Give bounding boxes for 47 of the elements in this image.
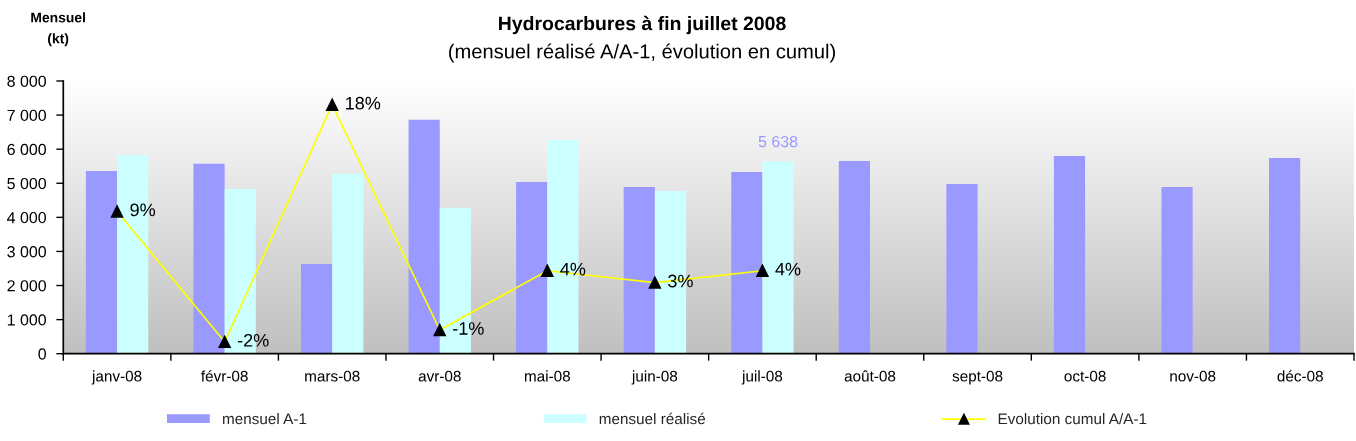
bar: [1053, 155, 1086, 354]
chart-subtitle: (mensuel réalisé A/A-1, évolution en cumul): [449, 43, 835, 63]
x-tick-label: août-08: [844, 370, 896, 382]
x-tick-label: juin-08: [631, 370, 678, 385]
bar: [408, 119, 440, 354]
y-tick-label: 6 000: [7, 143, 47, 156]
legend-label: mensuel A-1: [223, 413, 307, 425]
bar: [332, 173, 364, 354]
bar: [946, 183, 978, 354]
bar: [516, 181, 548, 354]
x-tick-label: sept-08: [952, 370, 1003, 385]
data-label: -1%: [453, 322, 484, 335]
bar: [838, 161, 870, 354]
data-label: 4%: [560, 262, 586, 276]
legend-label: Evolution cumul A/A-1: [998, 413, 1147, 425]
bar: [301, 264, 333, 354]
chart-title: Hydrocarbures à fin juillet 2008: [499, 15, 786, 35]
bar: [623, 187, 655, 354]
x-tick-label: mars-08: [305, 370, 360, 382]
data-label: 4%: [775, 262, 801, 276]
data-label: -2%: [237, 333, 269, 347]
x-tick-label: juil-08: [741, 370, 783, 385]
x-tick-label: févr-08: [201, 370, 248, 382]
bar: [85, 170, 118, 354]
y-tick-label: 3 000: [7, 246, 47, 258]
y-axis-title: Mensuel (kt): [31, 12, 85, 47]
y-tick-label: 2 000: [7, 280, 47, 292]
y-tick-label: 1 000: [7, 314, 47, 326]
data-label: 5 638: [758, 135, 798, 148]
data-label: 9%: [130, 203, 156, 217]
x-tick-label: déc-08: [1277, 370, 1323, 382]
x-tick-label: oct-08: [1064, 370, 1106, 382]
x-tick-label: nov-08: [1170, 370, 1216, 382]
y-tick-label: 5 000: [7, 177, 47, 190]
bar: [731, 172, 763, 354]
x-tick-label: avr-08: [418, 370, 461, 382]
y-tick-label: 8 000: [7, 75, 47, 87]
y-tick-label: 0: [38, 348, 47, 360]
data-label: 18%: [346, 96, 381, 110]
bar: [1269, 158, 1301, 354]
x-tick-label: mai-08: [524, 370, 570, 382]
y-tick-label: 4 000: [7, 211, 47, 224]
y-tick-label: 7 000: [7, 109, 47, 122]
bar: [1161, 187, 1193, 354]
legend-label: mensuel réalisé: [599, 412, 706, 425]
bar: [193, 163, 225, 354]
x-tick-label: janv-08: [91, 370, 142, 385]
